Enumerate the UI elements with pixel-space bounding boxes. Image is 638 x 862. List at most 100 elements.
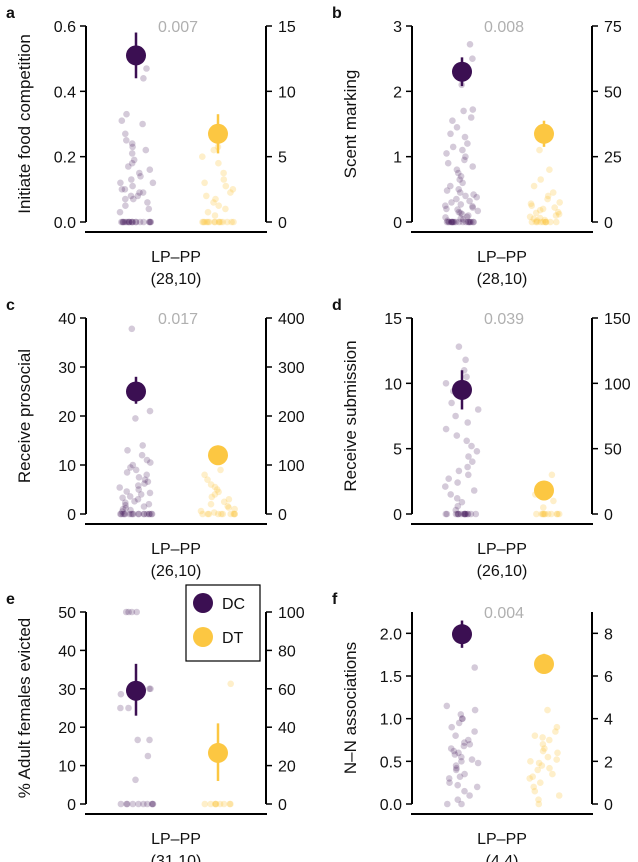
data-point [448,723,456,731]
data-point [139,120,146,128]
data-point [458,758,465,765]
data-point [550,497,557,505]
y2-tick-label: 80 [278,643,296,660]
x-axis-label: LP–PP [151,249,201,266]
data-point [555,792,563,799]
data-point [144,752,152,760]
data-point [444,800,451,808]
x-axis-label: LP–PP [477,249,527,266]
data-point [452,218,460,226]
panel-f: 0.0 0.5 1.0 1.5 2.0 0 2 4 6 8 N–N associations f LP–… [332,591,613,862]
data-point [220,800,228,808]
data-point [459,179,466,187]
data-point [458,800,465,808]
y2-tick-label: 0 [278,215,287,232]
data-point [125,704,132,712]
data-point [197,507,205,515]
data-point [548,510,555,518]
data-point [462,356,469,364]
data-point [134,736,141,744]
data-point [117,179,124,187]
data-point [121,510,129,518]
data-point [452,506,460,514]
data-point [462,192,469,200]
data-point [445,475,453,483]
data-point [553,510,561,518]
data-point [121,218,129,226]
data-point [213,486,221,493]
data-point [450,747,458,755]
data-point [135,486,142,493]
mean-marker [208,123,228,144]
data-point [140,218,147,226]
data-point [530,182,538,190]
data-point [533,217,541,224]
data-point [145,510,153,518]
data-point [456,176,464,183]
data-point [227,189,234,196]
mean-marker [126,381,146,402]
panel-letter: a [6,5,15,22]
y-tick-label: 0 [393,507,402,524]
data-point [135,510,142,518]
data-point [447,745,455,752]
data-point [463,437,471,445]
data-point [447,491,455,498]
data-point [455,467,463,475]
data-point [207,800,214,808]
data-point [554,510,561,518]
data-point [143,471,150,479]
data-point [443,702,451,710]
data-point [443,218,451,226]
data-point [210,146,218,154]
data-point [453,764,460,772]
data-point [455,510,462,518]
data-point [128,150,136,157]
data-point [465,218,473,226]
panel-letter: e [6,591,15,608]
data-point [149,800,156,808]
data-point [125,218,132,226]
data-point [219,510,227,518]
data-point [119,494,126,502]
data-point [466,197,473,205]
x-axis-sublabel: (28,10) [477,271,528,288]
data-point [465,471,472,479]
data-point [457,201,465,208]
data-point [541,510,549,518]
y-tick-label: 30 [58,682,76,699]
data-point [536,146,543,154]
data-point [527,758,534,765]
data-point [535,796,542,803]
data-point [212,195,219,203]
data-point [539,747,547,755]
data-point [128,159,136,167]
data-point [447,130,454,138]
data-point [528,202,535,209]
data-point [459,146,466,154]
data-point [218,510,225,518]
data-point [532,218,540,226]
data-point [129,461,137,469]
data-point [201,471,208,479]
data-point [231,510,238,518]
data-point [553,218,560,226]
data-point [452,510,460,518]
data-point [466,792,473,799]
data-point [537,176,544,183]
data-point [123,800,130,808]
data-point [143,510,151,518]
data-point [469,55,476,62]
data-point [553,756,560,763]
data-point [127,464,134,471]
data-point [134,192,142,200]
y-tick-label: 10 [384,376,402,393]
y-tick-label: 40 [58,643,76,660]
y2-tick-label: 5 [278,150,287,167]
data-point [458,715,466,722]
data-point [199,218,206,226]
y2-tick-label: 150 [604,311,631,328]
data-point [146,407,154,415]
